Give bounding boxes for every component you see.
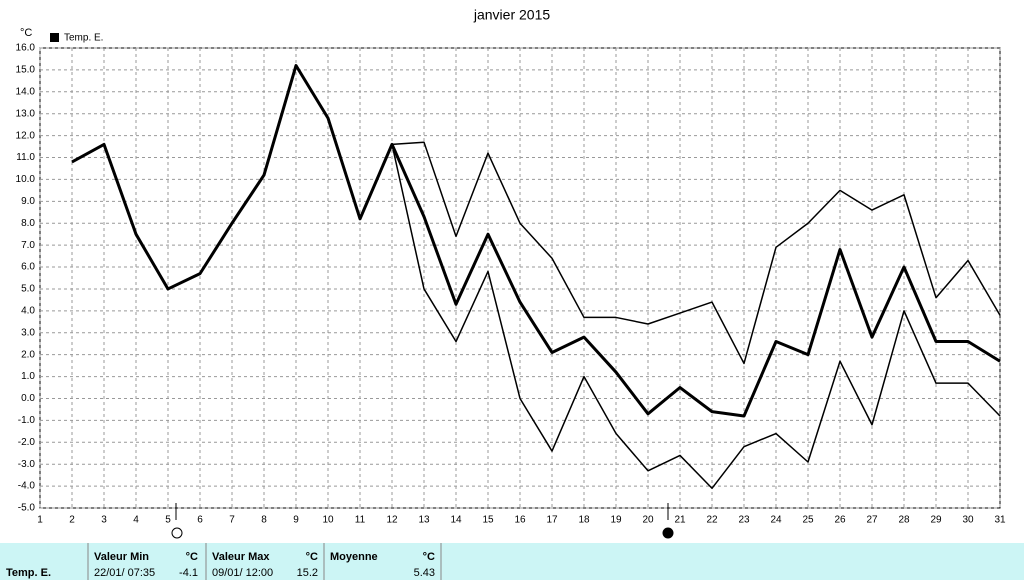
x-tick-label: 27 xyxy=(866,515,878,526)
y-tick-label: 4.0 xyxy=(21,305,35,316)
x-tick-label: 4 xyxy=(133,515,139,526)
y-tick-label: -2.0 xyxy=(18,437,36,448)
x-tick-label: 30 xyxy=(962,515,974,526)
x-tick-label: 26 xyxy=(834,515,846,526)
x-tick-label: 12 xyxy=(386,515,398,526)
series-line xyxy=(71,64,1001,490)
y-tick-label: 3.0 xyxy=(21,327,35,338)
y-tick-label: 8.0 xyxy=(21,218,35,229)
x-tick-label: 8 xyxy=(261,515,267,526)
y-tick-label: 0.0 xyxy=(21,393,35,404)
y-tick-label: 16.0 xyxy=(16,43,36,54)
min-value: -4.1 xyxy=(179,567,198,579)
y-tick-label: 15.0 xyxy=(16,65,36,76)
footer-name: Temp. E. xyxy=(6,567,51,579)
y-tick-label: 5.0 xyxy=(21,284,35,295)
x-tick-label: 29 xyxy=(930,515,942,526)
max-time: 09/01/ 12:00 xyxy=(212,567,273,579)
x-tick-label: 5 xyxy=(165,515,171,526)
x-tick-label: 16 xyxy=(514,515,526,526)
y-tick-label: 1.0 xyxy=(21,371,35,382)
mean-unit: °C xyxy=(423,551,435,563)
x-tick-label: 25 xyxy=(802,515,814,526)
x-tick-label: 24 xyxy=(770,515,782,526)
min-label: Valeur Min xyxy=(94,551,149,563)
x-tick-label: 15 xyxy=(482,515,494,526)
x-tick-label: 1 xyxy=(37,515,43,526)
y-tick-label: 11.0 xyxy=(16,152,35,163)
x-tick-label: 18 xyxy=(578,515,590,526)
y-tick-label: 2.0 xyxy=(21,349,35,360)
x-tick-label: 7 xyxy=(229,515,235,526)
x-tick-label: 10 xyxy=(322,515,334,526)
max-value: 15.2 xyxy=(297,567,318,579)
x-tick-label: 17 xyxy=(546,515,558,526)
max-label: Valeur Max xyxy=(212,551,270,563)
chart-title: janvier 2015 xyxy=(473,7,550,23)
x-tick-label: 2 xyxy=(69,515,75,526)
y-tick-label: 12.0 xyxy=(16,130,36,141)
y-tick-label: -4.0 xyxy=(18,481,36,492)
x-tick-label: 19 xyxy=(610,515,622,526)
y-tick-label: 6.0 xyxy=(21,262,35,273)
x-tick-label: 21 xyxy=(674,515,686,526)
max-unit: °C xyxy=(306,551,318,563)
min-unit: °C xyxy=(186,551,198,563)
new-moon-icon xyxy=(171,527,183,539)
y-tick-label: 7.0 xyxy=(21,240,35,251)
x-tick-label: 28 xyxy=(898,515,910,526)
x-tick-label: 22 xyxy=(706,515,718,526)
y-tick-label: 9.0 xyxy=(21,196,35,207)
full-moon-icon xyxy=(662,527,674,539)
mean-label: Moyenne xyxy=(330,551,378,563)
y-tick-label: -5.0 xyxy=(18,503,36,514)
x-tick-label: 14 xyxy=(450,515,462,526)
series-line xyxy=(71,64,1001,365)
x-tick-label: 3 xyxy=(101,515,107,526)
x-tick-label: 9 xyxy=(293,515,299,526)
x-tick-label: 31 xyxy=(994,515,1006,526)
y-tick-label: 10.0 xyxy=(16,174,36,185)
min-time: 22/01/ 07:35 xyxy=(94,567,155,579)
legend-label: Temp. E. xyxy=(64,33,103,44)
y-tick-label: -3.0 xyxy=(18,459,36,470)
x-tick-label: 13 xyxy=(418,515,430,526)
y-tick-label: 14.0 xyxy=(16,86,36,97)
series-line xyxy=(71,64,1001,418)
y-unit: °C xyxy=(20,27,32,39)
x-tick-label: 23 xyxy=(738,515,750,526)
legend-swatch xyxy=(50,33,59,42)
x-tick-label: 20 xyxy=(642,515,654,526)
y-tick-label: 13.0 xyxy=(16,108,36,119)
footer: Temp. E. Valeur Min °C 22/01/ 07:35 -4.1… xyxy=(0,543,1024,580)
x-tick-label: 6 xyxy=(197,515,203,526)
mean-value: 5.43 xyxy=(414,567,435,579)
y-tick-label: -1.0 xyxy=(18,415,36,426)
x-tick-label: 11 xyxy=(355,515,366,526)
footer-bg xyxy=(0,543,1024,580)
